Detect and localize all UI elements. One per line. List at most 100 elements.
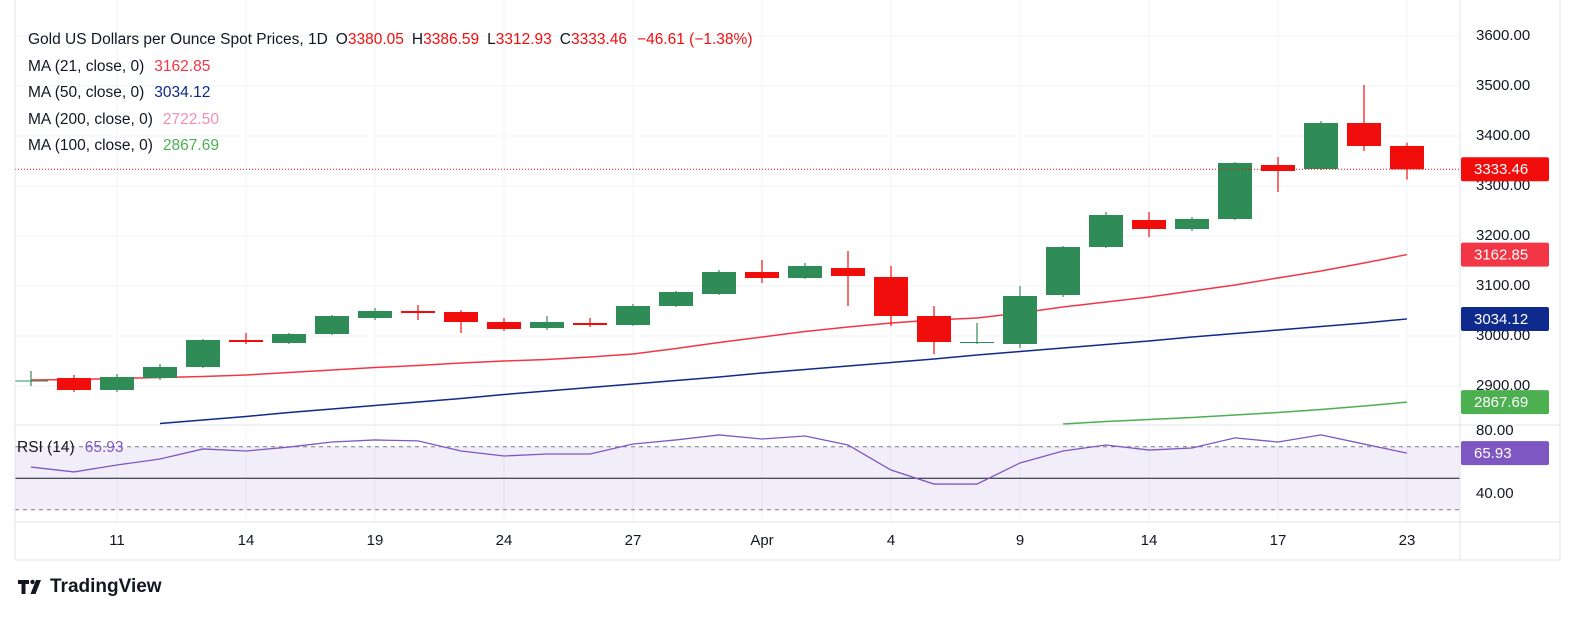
- logo-t: [18, 580, 29, 594]
- price-badge: 3333.46: [1474, 161, 1528, 178]
- candle-body: [1218, 163, 1252, 219]
- brand: TradingView: [50, 576, 162, 597]
- rsi-value: 65.93: [84, 439, 124, 456]
- y-tick-label: 3600.00: [1476, 27, 1530, 44]
- y-tick-label: 3200.00: [1476, 227, 1530, 244]
- candle-body: [1089, 215, 1123, 247]
- ma-badge-bg: [1461, 306, 1549, 331]
- candle-body: [1390, 145, 1424, 170]
- candle-body: [702, 272, 736, 294]
- y-tick-label: 3000.00: [1476, 327, 1530, 344]
- ma-row: MA (21, close, 0) 3162.85: [28, 54, 753, 81]
- x-tick-label: 14: [1141, 532, 1158, 549]
- ma-name: MA (200, close, 0): [28, 110, 153, 128]
- candle-body: [186, 340, 220, 367]
- ohlc-key: O: [335, 31, 348, 48]
- candle-body: [100, 377, 134, 390]
- x-tick-label: 27: [625, 532, 642, 549]
- ma-name: MA (21, close, 0): [28, 57, 145, 75]
- ma-row: MA (50, close, 0) 3034.12: [28, 80, 753, 107]
- rsi-legend: RSI (14) 65.93: [17, 439, 124, 457]
- candle-body: [444, 312, 478, 322]
- ma-value: 2722.50: [162, 110, 219, 128]
- symbol-row: Gold US Dollars per Ounce Spot Prices, 1…: [28, 27, 753, 54]
- rsi-badge: 65.93: [1474, 445, 1512, 462]
- ma-row: MA (200, close, 0) 2722.50: [28, 107, 753, 134]
- candle-body: [487, 322, 521, 329]
- ohlc-key: H: [411, 31, 424, 48]
- y-tick-label: 2900.00: [1476, 377, 1530, 394]
- price-badge-bg: [1461, 157, 1549, 182]
- candle-body: [573, 323, 607, 325]
- ma-value: 3034.12: [154, 84, 211, 101]
- x-tick-label: 4: [887, 532, 895, 549]
- candle-body: [659, 292, 693, 306]
- ma-badge: 3034.12: [1474, 311, 1528, 328]
- candle-body: [1175, 219, 1209, 229]
- ohlc-key: C: [559, 31, 571, 48]
- rsi-pane: [15, 434, 1460, 511]
- rsi-name: RSI (14): [17, 439, 75, 456]
- candle-body: [788, 266, 822, 278]
- legend: Gold US Dollars per Ounce Spot Prices, 1…: [28, 27, 753, 160]
- candle-body: [401, 311, 435, 313]
- rsi-line: [30, 434, 1408, 485]
- candle-body: [616, 306, 650, 325]
- candle-body: [1003, 296, 1037, 344]
- ma-name: MA (100, close, 0): [28, 137, 153, 154]
- ma-badge: 2867.69: [1474, 394, 1528, 411]
- ohlc-value: 3386.59: [423, 31, 480, 48]
- x-tick-label: Apr: [750, 532, 773, 549]
- price-pane: [15, 85, 1460, 425]
- x-tick-label: 14: [238, 532, 255, 549]
- logo-dot: [30, 579, 35, 585]
- candle-body: [57, 378, 91, 390]
- ma-badge-bg: [1461, 390, 1549, 415]
- ma-line: [1062, 401, 1408, 425]
- y-tick-label: 3400.00: [1476, 127, 1530, 144]
- candle-body: [1046, 247, 1080, 295]
- ohlc-value: 3312.93: [495, 31, 552, 48]
- candle-body: [530, 322, 564, 328]
- x-tick-label: 9: [1016, 532, 1024, 549]
- ohlc-value: 3333.46: [570, 31, 628, 48]
- x-tick-label: 24: [496, 532, 513, 549]
- brand-logo: [18, 579, 41, 594]
- ohlc-key: L: [487, 31, 496, 48]
- x-tick-label: 11: [109, 532, 125, 549]
- candle-body: [229, 340, 263, 342]
- ma-badge-bg: [1461, 242, 1549, 267]
- symbol: Gold US Dollars per Ounce Spot Prices, 1…: [28, 31, 328, 48]
- rsi-tick-label: 80.00: [1476, 422, 1514, 439]
- rsi-tick-label: 40.00: [1476, 485, 1514, 502]
- candle-body: [143, 367, 177, 378]
- ma-row: MA (100, close, 0) 2867.69: [28, 133, 753, 160]
- logo-v: [30, 580, 41, 594]
- candle-body: [745, 272, 779, 278]
- ma-line: [30, 253, 1408, 381]
- ohlc-value: 3380.05: [347, 31, 404, 48]
- ma-value: 3162.85: [154, 57, 211, 75]
- candle-body: [315, 316, 349, 334]
- y-tick-label: 3500.00: [1476, 77, 1530, 94]
- x-tick-label: 17: [1270, 532, 1287, 549]
- ma-badge: 3162.85: [1474, 247, 1528, 264]
- candle-body: [1261, 165, 1295, 171]
- rsi-badge-bg: [1461, 441, 1549, 466]
- candle-body: [15, 380, 48, 382]
- candle-body: [1304, 123, 1338, 169]
- candle-body: [272, 334, 306, 343]
- ma-name: MA (50, close, 0): [28, 84, 145, 101]
- y-tick-label: 3100.00: [1476, 277, 1530, 294]
- x-tick-label: 19: [367, 532, 384, 549]
- candle-body: [358, 311, 392, 318]
- candle-body: [960, 342, 994, 343]
- candle-body: [1132, 220, 1166, 229]
- candle-body: [831, 268, 865, 276]
- x-tick-label: 23: [1399, 532, 1416, 549]
- candle-body: [917, 316, 951, 342]
- candle-body: [874, 277, 908, 316]
- candle-body: [1347, 123, 1381, 146]
